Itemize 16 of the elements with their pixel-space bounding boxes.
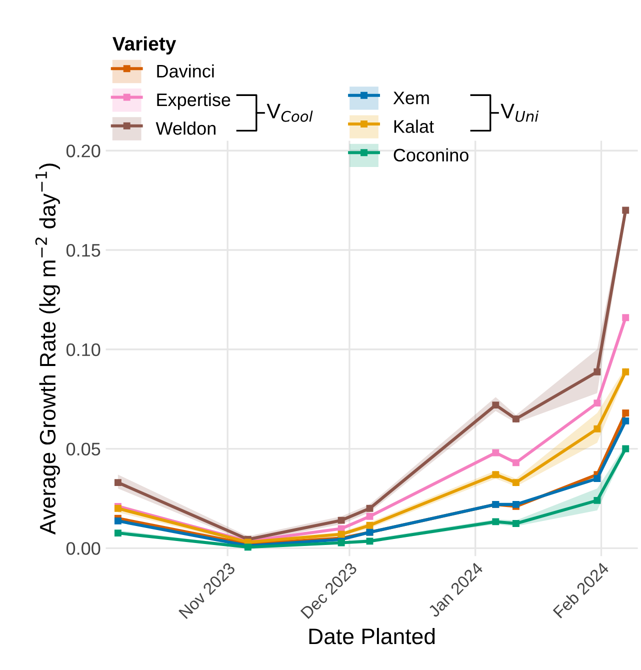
legend-label: Coconino: [394, 148, 468, 162]
legend-label: Expertise: [157, 92, 230, 110]
legend-label: Weldon: [156, 122, 216, 135]
legend-label: Xem: [393, 92, 429, 104]
legend-label: Davinci: [157, 64, 214, 78]
legend-label: Kalat: [394, 120, 434, 133]
y-tick-label: 0.10: [66, 343, 100, 356]
legend-title: Variety: [112, 36, 176, 54]
y-tick-label: 0.05: [66, 442, 100, 456]
y-tick-label: 0.20: [66, 144, 100, 158]
text: V$_{Cool}$: [266, 104, 313, 122]
y-axis-title: Average Growth Rate (kg m$^{−2}$ day$^{−1}$): [35, 164, 60, 535]
y-tick-label: 0.00: [66, 542, 100, 555]
x-axis-title: Date Planted: [309, 628, 435, 644]
text: V$_{Uni}$: [500, 104, 539, 122]
y-tick-label: 0.15: [66, 244, 100, 257]
